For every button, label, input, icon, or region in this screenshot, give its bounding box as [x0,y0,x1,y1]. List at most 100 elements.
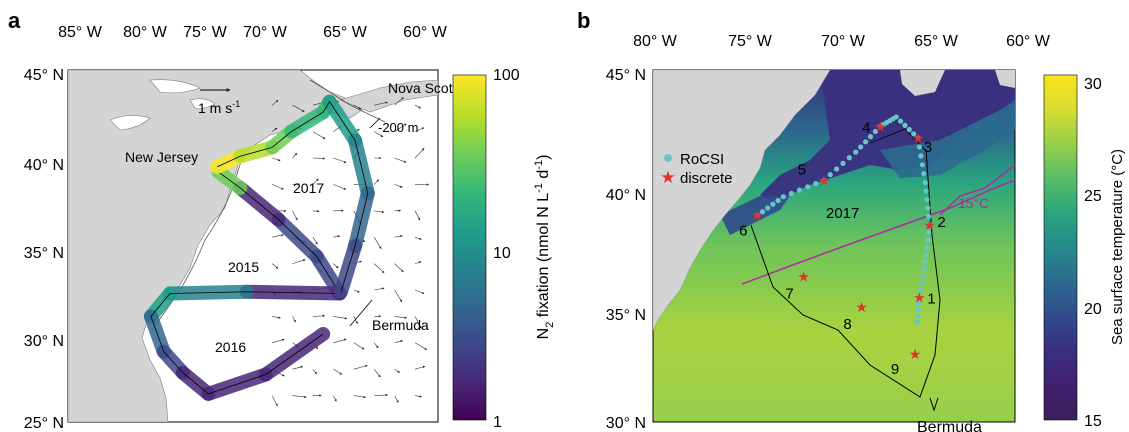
rocsi-point [906,127,912,133]
wind-arrow [394,368,400,373]
wind-arrow [271,263,279,269]
rocsi-point [915,135,921,141]
rocsi-point [867,134,874,140]
wind-arrow [394,316,408,319]
wind-arrow [272,234,284,238]
station-marker: ★ [912,130,925,146]
lat-label: 35° N [606,307,646,324]
colorbar-b-tick: 20 [1084,301,1102,318]
rocsi-point [862,139,869,145]
wind-arrow [373,369,381,378]
colorbar-a: 100 10 1 N2 fixation (nmol N L-1 d-1) [452,67,556,431]
wind-arrow [333,235,341,238]
station-marker: ★ [874,118,887,134]
wind-arrow [312,314,326,318]
station-marker: ★ [855,299,868,315]
colorbar-b-label: Sea surface temperature (°C) [1109,149,1126,345]
rocsi-point [914,319,920,325]
wind-arrow [394,340,403,344]
wind-arrow [353,342,365,350]
rocsi-point [916,144,923,150]
track-line-2015 [218,171,341,294]
wind-arrow [414,342,428,350]
wind-arrow [333,338,347,344]
lon-label: 80° W [633,33,678,50]
station-marker: ★ [913,290,926,306]
lon-label: 75° W [728,33,773,50]
lat-label: 40° N [606,187,646,204]
rocsi-point [923,252,929,258]
wind-arrow [414,210,421,221]
legend-discrete-marker: ★ [660,168,675,187]
wind-arrow [414,395,423,398]
lat-label: 35° N [24,245,64,262]
panel-b-lon-labels: 80° W 75° W 70° W 65° W 60° W [633,33,1051,50]
discrete-stations: ★ 1★ 2★3★4★5★6★7★8★9 [739,118,946,378]
wind-arrow [414,261,422,264]
wind-arrow [333,368,343,375]
label-isobath: -200 m [378,120,418,135]
rocsi-point [920,273,926,280]
rocsi-point [821,177,827,183]
rocsi-point [775,197,781,204]
wind-arrow [353,289,360,293]
lon-label: 75° W [183,24,228,41]
wind-arrow [394,157,407,163]
wind-arrow [333,316,348,320]
lon-label: 65° W [323,24,368,41]
wind-arrow [414,365,426,370]
rocsi-point [796,187,803,193]
panel-a-map: Nova Scotia New Jersey Bermuda -200 m 1 … [67,69,464,423]
wind-arrow [374,131,384,138]
wind-arrow [373,342,379,349]
rocsi-point [918,153,924,159]
wind-arrow [353,364,368,370]
rocsi-point [827,172,833,178]
wind-arrow [394,123,407,132]
wind-arrow [374,210,385,214]
panel-b-map: ★ 1★ 2★3★4★5★6★7★8★9 RoCSI ★ discrete 2017… [652,69,1016,432]
station-label: 5 [798,161,806,178]
rocsi-track [754,114,933,325]
wind-arrow [394,97,404,106]
colorbar-a-tick: 1 [493,414,502,431]
lon-label: 60° W [1006,33,1051,50]
land-panel-b [653,70,831,331]
wind-arrow [374,101,388,106]
station-label: 4 [862,119,870,136]
wind-arrow [394,184,403,188]
wind-arrow [312,131,326,139]
rocsi-point [915,307,921,313]
wind-arrow [312,157,326,160]
station-label: 9 [891,361,899,378]
lon-label: 60° W [403,24,448,41]
colorbar-b-tick: 15 [1084,413,1102,430]
lat-label: 30° N [606,415,646,432]
wind-arrow [312,178,319,185]
station-marker: ★ [797,269,810,285]
rocsi-point [921,266,927,273]
station-label: 7 [785,286,793,303]
wind-arrow [271,395,278,407]
panel-b-lat-labels: 45° N 40° N 35° N 30° N [606,67,646,432]
wind-arrow [414,104,422,109]
rocsi-point [916,295,923,301]
label-new-jersey: New Jersey [125,149,198,165]
wind-arrow [394,263,404,273]
wind-arrow [292,210,298,221]
wind-arrow [374,287,385,291]
colorbar-a-tick: 10 [493,245,511,262]
rocsi-point [925,205,931,211]
station-marker: ★ [909,346,922,362]
rocsi-point [911,131,917,137]
lat-label: 30° N [24,333,64,350]
station-marker: ★ [818,172,831,188]
wind-arrow [394,395,399,403]
rocsi-point [834,166,840,172]
rocsi-point [765,205,771,211]
legend-rocsi: RoCSI [680,151,724,168]
wind-arrow [272,338,285,344]
panel-b-letter: b [577,8,591,33]
rocsi-point [872,128,879,135]
wind-arrow [394,235,403,238]
